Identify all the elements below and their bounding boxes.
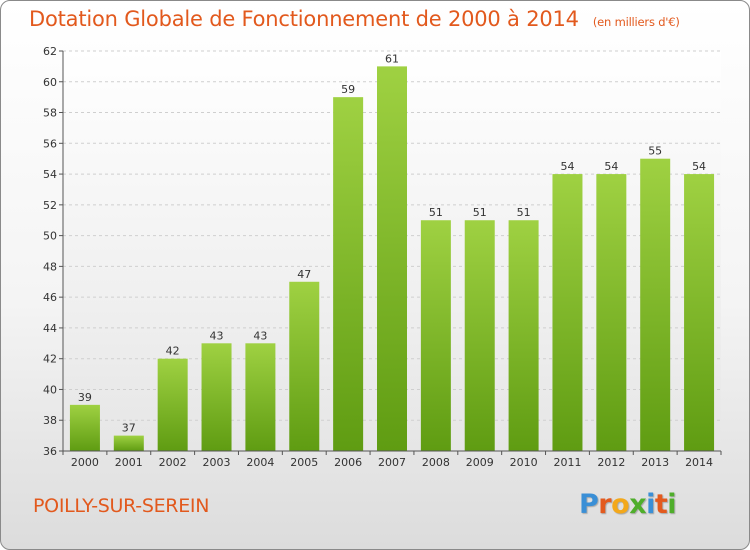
- bar: [552, 174, 583, 452]
- bar-value-label: 42: [166, 345, 180, 358]
- x-tick-label: 2012: [597, 456, 625, 469]
- x-tick-label: 2003: [203, 456, 231, 469]
- y-tick-label: 46: [43, 291, 57, 304]
- bar-value-label: 59: [341, 83, 355, 96]
- x-tick-label: 2014: [685, 456, 713, 469]
- y-tick-label: 58: [43, 107, 57, 120]
- y-tick-label: 62: [43, 45, 57, 58]
- bar-value-label: 55: [648, 145, 662, 158]
- bars: 39 37 42 43 43 47 59 61 51 51 51 54 54 55 54: [69, 52, 715, 452]
- bar: [508, 220, 539, 451]
- x-tick-label: 2002: [159, 456, 187, 469]
- y-tick-label: 50: [43, 230, 57, 243]
- y-tick-label: 36: [43, 445, 57, 458]
- logo-letter: t: [654, 489, 668, 520]
- x-tick-label: 2009: [466, 456, 494, 469]
- bar-value-label: 47: [297, 268, 311, 281]
- x-tick-label: 2011: [553, 456, 581, 469]
- proxiti-logo: Proxiti: [579, 489, 677, 520]
- x-tick-label: 2013: [641, 456, 669, 469]
- y-tick-label: 40: [43, 383, 57, 396]
- logo-letter: o: [611, 489, 630, 520]
- logo-letter: i: [667, 489, 677, 520]
- x-tick-label: 2005: [290, 456, 318, 469]
- bar: [69, 404, 100, 451]
- x-tick-label: 2008: [422, 456, 450, 469]
- chart-title-text: Dotation Globale de Fonctionnement de 20…: [29, 7, 579, 31]
- bar: [113, 435, 144, 451]
- y-tick-label: 44: [43, 322, 57, 335]
- bar: [157, 358, 188, 451]
- logo-letter: x: [629, 489, 647, 520]
- x-tick-label: 2004: [246, 456, 274, 469]
- chart-unit-label: (en milliers d'€): [592, 15, 680, 29]
- x-tick-label: 2006: [334, 456, 362, 469]
- bar-value-label: 43: [253, 329, 267, 342]
- bar-value-label: 51: [473, 206, 487, 219]
- y-tick-label: 56: [43, 137, 57, 150]
- y-tick-label: 60: [43, 76, 57, 89]
- bar-value-label: 54: [604, 160, 618, 173]
- bar-value-label: 43: [210, 329, 224, 342]
- logo-letter: r: [598, 489, 612, 520]
- bar: [289, 281, 320, 451]
- y-tick-label: 52: [43, 199, 57, 212]
- axes: [62, 51, 721, 452]
- x-tick-label: 2007: [378, 456, 406, 469]
- chart-title: Dotation Globale de Fonctionnement de 20…: [29, 7, 680, 31]
- bar-value-label: 51: [517, 206, 531, 219]
- y-tick-label: 54: [43, 168, 57, 181]
- y-axis-ticks: 36 38 40 42 44 46 48 50 52 54 56 58 60 62: [43, 45, 63, 458]
- bar-value-label: 39: [78, 391, 92, 404]
- y-tick-label: 42: [43, 353, 57, 366]
- bar: [245, 343, 276, 451]
- bar: [377, 66, 407, 451]
- logo-letter: i: [646, 489, 655, 520]
- bar: [201, 343, 232, 451]
- logo-letter: P: [579, 489, 599, 520]
- bar: [684, 174, 715, 452]
- x-tick-label: 2001: [115, 456, 143, 469]
- commune-name: POILLY-SUR-SEREIN: [33, 495, 210, 517]
- x-axis-ticks: 2000 2001 2002 2003 2004 2005 2006 2007 2008 2009…: [62, 451, 722, 469]
- bar-value-label: 54: [692, 160, 706, 173]
- bar: [640, 158, 671, 451]
- bar: [596, 174, 627, 452]
- bar: [464, 220, 495, 451]
- bar-value-label: 54: [560, 160, 574, 173]
- y-tick-label: 38: [43, 414, 57, 427]
- x-tick-label: 2000: [71, 456, 99, 469]
- bar: [333, 97, 364, 452]
- bar-value-label: 37: [122, 422, 136, 435]
- bar-value-label: 51: [429, 206, 443, 219]
- y-tick-label: 48: [43, 260, 57, 273]
- bar: [420, 220, 451, 451]
- bar-value-label: 61: [385, 52, 399, 65]
- x-tick-label: 2010: [510, 456, 538, 469]
